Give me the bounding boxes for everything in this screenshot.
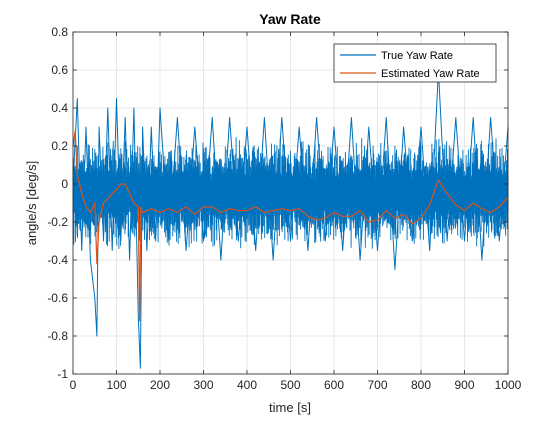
x-tick-label: 700 <box>367 378 387 392</box>
y-tick-labels: -1 -0.8 -0.6 -0.4 -0.2 0 0.2 0.4 0.6 0.8 <box>47 25 68 381</box>
y-tick-label: -0.8 <box>47 329 68 343</box>
x-tick-label: 500 <box>280 378 300 392</box>
x-axis-label: time [s] <box>269 400 311 415</box>
x-tick-label: 1000 <box>495 378 522 392</box>
series-layer <box>72 69 509 369</box>
x-tick-label: 100 <box>106 378 126 392</box>
y-axis-label: angle/s [deg/s] <box>24 161 39 246</box>
legend-label-estimated-yaw-rate: Estimated Yaw Rate <box>381 68 480 80</box>
x-tick-label: 200 <box>150 378 170 392</box>
x-tick-label: 900 <box>454 378 474 392</box>
series-line-estimated-yaw-rate <box>72 130 509 322</box>
y-tick-label: -0.4 <box>47 253 68 267</box>
legend-label-true-yaw-rate: True Yaw Rate <box>381 50 453 62</box>
x-tick-labels: 0 100 200 300 400 500 600 700 800 900 1000 <box>70 378 522 392</box>
y-tick-label: 0.8 <box>51 25 68 39</box>
x-tick-label: 400 <box>237 378 257 392</box>
x-tick-label: 600 <box>324 378 344 392</box>
y-tick-label: 0.6 <box>51 63 68 77</box>
legend-box <box>333 43 497 83</box>
y-tick-label: 0.4 <box>51 101 68 115</box>
series-line-true-yaw-rate <box>72 69 509 369</box>
chart-title: Yaw Rate <box>259 11 321 27</box>
x-tick-label: 300 <box>193 378 213 392</box>
y-tick-label: 0 <box>61 177 68 191</box>
y-tick-label: 0.2 <box>51 139 68 153</box>
y-tick-label: -0.6 <box>47 291 68 305</box>
y-tick-label: -0.2 <box>47 215 68 229</box>
tick-marks <box>72 31 509 375</box>
x-tick-label: 800 <box>411 378 431 392</box>
legend: True Yaw Rate Estimated Yaw Rate <box>333 43 497 83</box>
x-tick-label: 0 <box>70 378 77 392</box>
y-tick-label: -1 <box>57 367 68 381</box>
